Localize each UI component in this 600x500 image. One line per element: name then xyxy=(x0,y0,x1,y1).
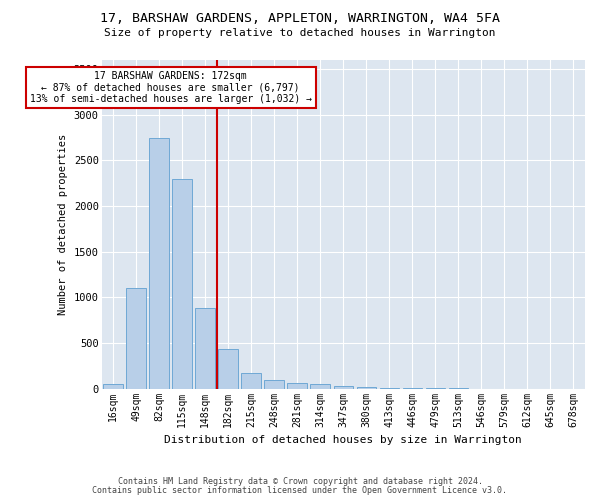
Bar xyxy=(127,288,146,388)
X-axis label: Distribution of detached houses by size in Warrington: Distribution of detached houses by size … xyxy=(164,435,522,445)
Text: Contains HM Land Registry data © Crown copyright and database right 2024.: Contains HM Land Registry data © Crown c… xyxy=(118,477,482,486)
Bar xyxy=(196,308,215,388)
Text: 17, BARSHAW GARDENS, APPLETON, WARRINGTON, WA4 5FA: 17, BARSHAW GARDENS, APPLETON, WARRINGTO… xyxy=(100,12,500,26)
Bar xyxy=(356,387,376,388)
Bar xyxy=(287,382,307,388)
Bar xyxy=(334,386,353,388)
Bar xyxy=(172,178,192,388)
Bar xyxy=(241,373,261,388)
Text: Contains public sector information licensed under the Open Government Licence v3: Contains public sector information licen… xyxy=(92,486,508,495)
Text: Size of property relative to detached houses in Warrington: Size of property relative to detached ho… xyxy=(104,28,496,38)
Bar xyxy=(218,350,238,389)
Bar xyxy=(149,138,169,388)
Bar xyxy=(103,384,123,388)
Y-axis label: Number of detached properties: Number of detached properties xyxy=(58,134,68,315)
Text: 17 BARSHAW GARDENS: 172sqm
← 87% of detached houses are smaller (6,797)
13% of s: 17 BARSHAW GARDENS: 172sqm ← 87% of deta… xyxy=(29,71,311,104)
Bar xyxy=(265,380,284,388)
Bar xyxy=(310,384,330,388)
